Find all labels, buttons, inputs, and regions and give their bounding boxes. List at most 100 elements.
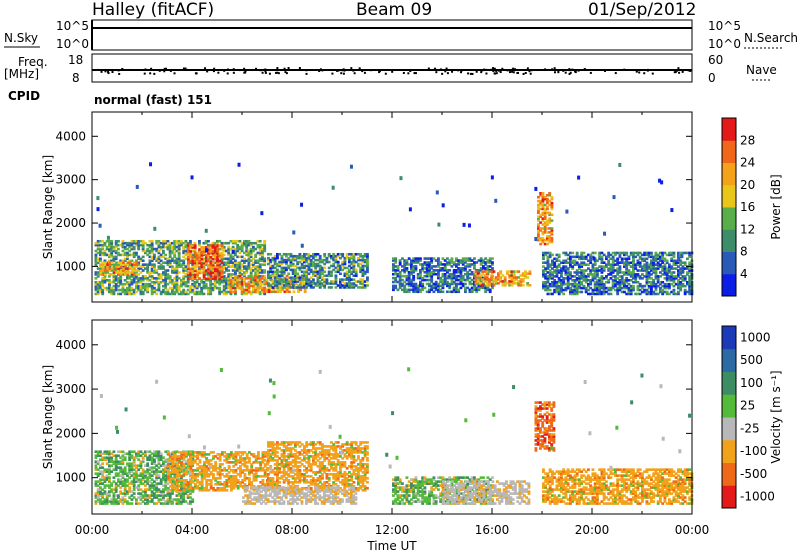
echo-cell xyxy=(99,286,102,290)
echo-cell xyxy=(164,466,168,469)
echo-cell xyxy=(591,275,595,278)
echo-cell xyxy=(494,278,498,281)
echo-cell xyxy=(573,271,577,274)
echo-cell xyxy=(166,292,170,296)
echo-cell xyxy=(448,282,452,286)
echo-cell xyxy=(464,265,467,268)
echo-cell xyxy=(670,257,674,261)
echo-cell xyxy=(135,243,138,247)
nave-dot xyxy=(243,67,246,70)
echo-cell xyxy=(325,256,329,260)
echo-cell xyxy=(605,263,608,266)
echo-cell xyxy=(647,284,651,288)
echo-cell xyxy=(596,292,599,296)
echo-cell xyxy=(296,272,300,276)
echo-cell xyxy=(488,270,491,273)
echo-cell xyxy=(164,280,168,284)
echo-cell xyxy=(99,273,103,276)
echo-cell xyxy=(672,290,676,294)
echo-cell xyxy=(191,490,195,493)
echo-cell xyxy=(164,484,168,487)
echo-cell xyxy=(105,494,109,497)
echo-cell xyxy=(182,249,186,253)
echo-cell xyxy=(544,288,548,292)
nave-dot xyxy=(204,67,207,70)
echo-cell xyxy=(130,474,134,477)
echo-cell xyxy=(279,288,282,292)
echo-cell xyxy=(209,284,213,288)
echo-cell xyxy=(135,456,138,460)
echo-cell xyxy=(252,249,255,253)
echo-cell xyxy=(555,259,559,263)
echo-cell xyxy=(187,267,190,271)
echo-cell xyxy=(555,288,559,292)
echo-cell xyxy=(638,265,642,268)
echo-cell xyxy=(271,272,275,276)
echo-cell xyxy=(548,271,552,274)
echo-cell xyxy=(141,452,145,456)
echo-cell xyxy=(96,275,100,278)
echo-cell xyxy=(211,282,215,286)
echo-cell xyxy=(598,282,602,286)
echo-cell xyxy=(123,472,127,475)
echo-cell xyxy=(492,280,496,283)
echo-cell xyxy=(269,260,273,264)
echo-cell xyxy=(96,245,100,249)
echo-cell xyxy=(573,280,577,284)
nave-label: Nave xyxy=(746,63,777,77)
echo-cell xyxy=(280,260,284,264)
echo-cell xyxy=(211,261,215,265)
echo-cell xyxy=(497,278,500,281)
echo-cell xyxy=(354,284,358,287)
echo-cell xyxy=(117,280,120,284)
echo-cell xyxy=(146,488,150,491)
nave-dot xyxy=(104,70,107,73)
echo-cell xyxy=(542,269,545,272)
echo-cell xyxy=(350,256,354,260)
echo-cell xyxy=(108,269,112,272)
echo-cell xyxy=(234,280,237,284)
echo-cell xyxy=(133,267,137,270)
echo-cell xyxy=(191,271,195,275)
echo-cell xyxy=(334,274,338,278)
echo-cell xyxy=(668,282,671,286)
echo-cell xyxy=(130,494,134,497)
echo-cell xyxy=(602,286,606,290)
echo-cell xyxy=(656,263,660,266)
echo-cell xyxy=(94,280,98,284)
echo-cell xyxy=(677,290,680,294)
nsearch-tick-bottom: 10^0 xyxy=(708,37,741,51)
echo-cell xyxy=(341,254,345,258)
echo-cell xyxy=(132,275,136,278)
echo-cell xyxy=(236,261,240,264)
echo-cell xyxy=(150,458,154,462)
echo-cell xyxy=(543,225,547,228)
echo-cell xyxy=(128,275,132,278)
echo-cell xyxy=(455,286,458,290)
echo-cell xyxy=(94,482,98,485)
echo-cell xyxy=(396,288,400,292)
echo-cell xyxy=(171,466,174,469)
echo-cell xyxy=(548,211,552,215)
echo-cell xyxy=(307,278,311,281)
echo-cell xyxy=(252,261,255,264)
echo-cell xyxy=(602,253,606,257)
echo-cell xyxy=(101,282,105,286)
echo-cell xyxy=(101,263,105,266)
echo-cell xyxy=(366,266,369,270)
echo-cell xyxy=(645,280,649,284)
echo-cell xyxy=(96,450,100,454)
echo-cell xyxy=(168,472,172,475)
echo-cell xyxy=(153,484,156,487)
echo-cell xyxy=(312,256,315,260)
echo-cell xyxy=(543,197,547,201)
echo-cell xyxy=(650,269,653,272)
nave-dot xyxy=(438,69,441,72)
echo-cell xyxy=(150,490,154,493)
echo-cell xyxy=(571,255,575,259)
echo-cell xyxy=(672,280,676,284)
echo-cell xyxy=(354,270,358,274)
echo-cell xyxy=(343,272,347,276)
echo-cell xyxy=(189,490,192,493)
echo-cell xyxy=(580,275,584,278)
